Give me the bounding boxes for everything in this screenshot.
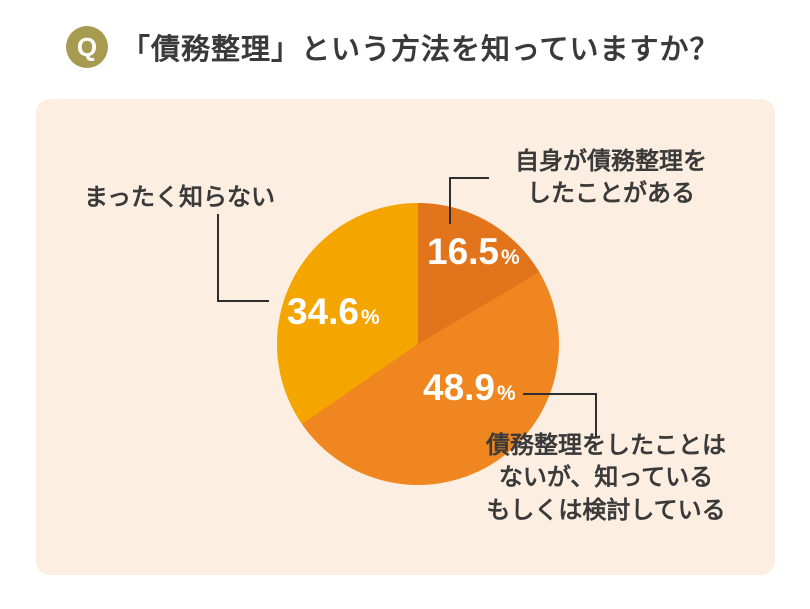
header: Q 「債務整理」という方法を知っていますか？	[66, 26, 720, 68]
percent-sign: %	[361, 306, 380, 329]
callout-line-dont-know-vertical	[217, 214, 219, 302]
callout-label-dont-know: まったく知らない	[84, 184, 276, 211]
question-badge: Q	[66, 26, 108, 68]
slice-value-number: 16.5	[427, 231, 500, 272]
slice-value-dont-know: 34.6%	[287, 293, 380, 330]
callout-label-line: したことがある	[527, 180, 695, 208]
callout-label-line: 自身が債務整理を	[515, 148, 707, 175]
callout-label-have-done: 自身が債務整理を したことがある	[477, 146, 745, 211]
slice-value-number: 34.6	[287, 291, 360, 332]
callout-label-line: 債務整理をしたことは	[486, 432, 726, 459]
page-title: 「債務整理」という方法を知っていますか？	[121, 34, 720, 66]
slice-value-number: 48.9	[423, 367, 496, 408]
callout-line-know-horizontal	[523, 393, 597, 395]
callout-label-line: もしくは検討している	[486, 496, 726, 524]
callout-line-dont-know-horizontal	[217, 300, 269, 302]
callout-line-know-vertical	[595, 393, 597, 437]
callout-label-line: ないが、知っている	[498, 464, 714, 492]
pie-chart	[277, 203, 559, 485]
slice-value-have-done: 16.5%	[427, 233, 520, 270]
slice-value-know: 48.9%	[423, 369, 516, 406]
percent-sign: %	[501, 246, 520, 269]
callout-line-have-done-horizontal	[449, 177, 489, 179]
callout-label-know: 債務整理をしたことは ないが、知っている もしくは検討している	[462, 430, 750, 527]
percent-sign: %	[497, 382, 516, 405]
callout-line-have-done-vertical	[449, 177, 451, 224]
